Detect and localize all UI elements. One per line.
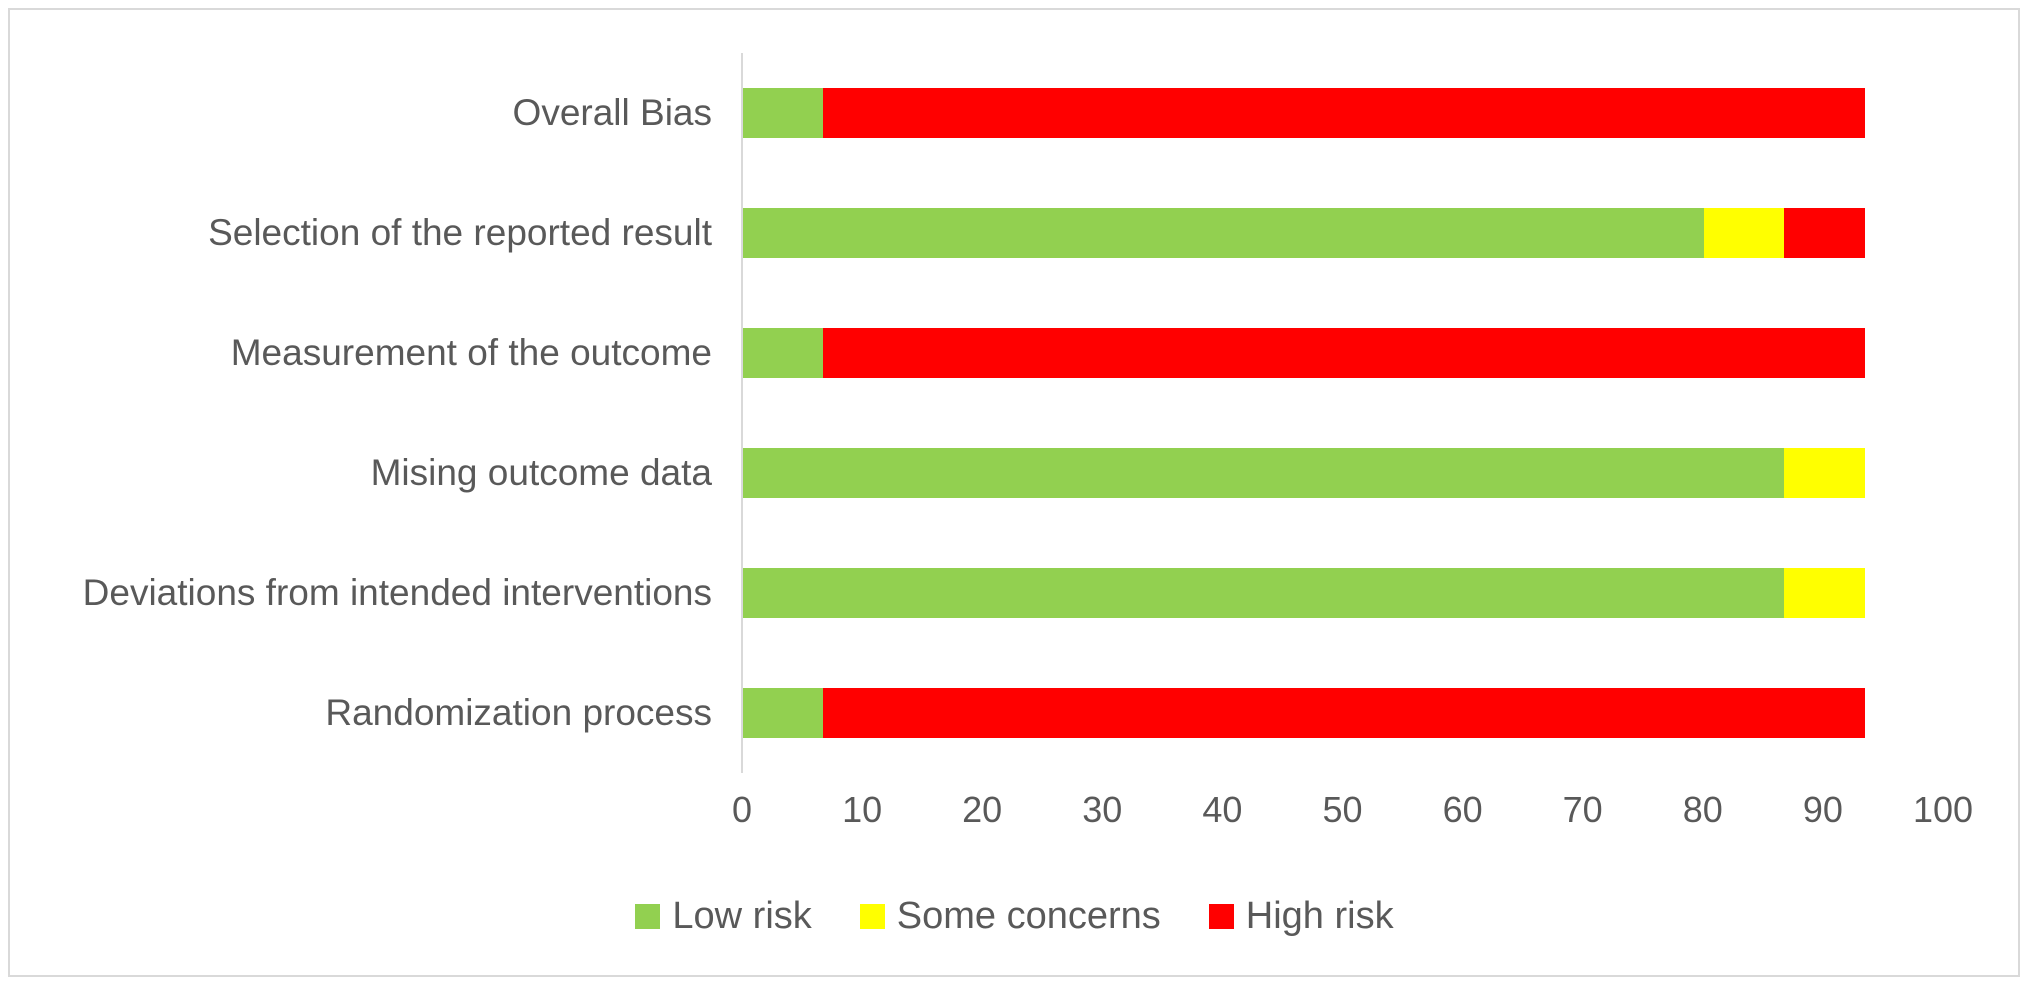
bar-row: Selection of the reported result [0,173,2029,293]
bar-row: Measurement of the outcome [0,293,2029,413]
bar-segment-low-risk [743,88,824,138]
category-label: Overall Bias [512,92,712,133]
x-axis-tick-label: 0 [731,789,753,830]
bar-segment-low-risk [743,448,1785,498]
x-axis-tick-label: 40 [1202,789,1243,830]
x-axis-tick-label: 70 [1562,789,1603,830]
stacked-bar [743,688,1865,738]
legend: Low risk Some concerns High risk [0,890,2029,942]
bar-row: Mising outcome data [0,413,2029,533]
legend-item-some-concerns: Some concerns [859,894,1161,938]
category-label: Deviations from intended interventions [82,572,712,613]
category-label: Selection of the reported result [208,212,712,253]
x-axis-tick-labels: 0 10 20 30 40 50 60 70 80 90 100 [0,785,2029,835]
bar-segment-high-risk [823,88,1865,138]
x-axis-tick-label: 50 [1322,789,1363,830]
bar-row: Deviations from intended interventions [0,533,2029,653]
bar-segment-high-risk [823,688,1865,738]
bar-segment-high-risk [823,328,1865,378]
x-axis-tick-label: 30 [1082,789,1123,830]
x-axis-tick-label: 90 [1802,789,1843,830]
x-axis-tick-label: 100 [1912,789,1974,830]
bar-segment-low-risk [743,328,824,378]
x-axis-tick-label: 20 [962,789,1003,830]
y-axis-line [741,53,743,773]
legend-label: High risk [1245,894,1394,937]
legend-swatch-icon [1208,903,1234,929]
bar-segment-some-concerns [1703,208,1785,258]
stacked-bar [743,208,1865,258]
legend-item-high-risk: High risk [1208,894,1394,938]
bar-segment-some-concerns [1784,568,1865,618]
stacked-bar [743,568,1865,618]
legend-item-low-risk: Low risk [635,894,812,938]
bar-row: Overall Bias [0,53,2029,173]
category-label: Randomization process [325,692,712,733]
stacked-bar [743,88,1865,138]
bar-row: Randomization process [0,653,2029,773]
bar-segment-high-risk [1784,208,1865,258]
bar-segment-low-risk [743,568,1785,618]
category-label: Mising outcome data [370,452,712,493]
x-axis-tick-label: 60 [1442,789,1483,830]
legend-swatch-icon [859,903,885,929]
legend-label: Low risk [672,894,812,937]
plot-area: Overall Bias Selection of the reported re… [0,53,2029,773]
category-label: Measurement of the outcome [230,332,712,373]
bar-segment-some-concerns [1784,448,1865,498]
legend-swatch-icon [635,903,661,929]
x-axis-tick-label: 80 [1682,789,1723,830]
bar-segment-low-risk [743,208,1704,258]
bar-segment-low-risk [743,688,824,738]
stacked-bar [743,448,1865,498]
legend-label: Some concerns [896,894,1161,937]
stacked-bar [743,328,1865,378]
x-axis-tick-label: 10 [842,789,883,830]
